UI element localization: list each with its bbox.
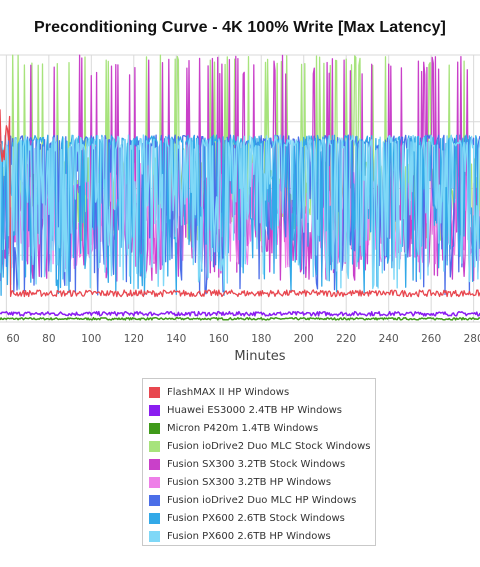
legend-swatch bbox=[149, 404, 160, 416]
legend-label: Fusion PX600 2.6TB Stock Windows bbox=[167, 512, 345, 524]
legend-swatch bbox=[149, 494, 160, 506]
x-tick-label: 200 bbox=[294, 333, 314, 345]
x-tick-label: 280 bbox=[464, 333, 480, 345]
series-line-micron-p420m bbox=[0, 316, 480, 321]
chart-title: Preconditioning Curve - 4K 100% Write [M… bbox=[33, 19, 446, 36]
x-tick-label: 100 bbox=[81, 333, 101, 345]
legend-swatch bbox=[149, 440, 160, 452]
series-line-flashmax-ii-hp bbox=[0, 109, 480, 298]
legend-label: Fusion ioDrive2 Duo MLC Stock Windows bbox=[167, 440, 371, 452]
legend-item[interactable]: Huawei ES3000 2.4TB HP Windows bbox=[149, 401, 342, 419]
x-tick-label: 240 bbox=[379, 333, 399, 345]
legend-label: FlashMAX II HP Windows bbox=[167, 386, 290, 398]
x-tick-label: 180 bbox=[251, 333, 271, 345]
legend-swatch bbox=[149, 512, 160, 524]
legend-item[interactable]: Fusion ioDrive2 Duo MLC HP Windows bbox=[149, 491, 356, 509]
series-line-huawei-es3000 bbox=[0, 310, 480, 317]
legend-label: Fusion PX600 2.6TB HP Windows bbox=[167, 530, 331, 542]
x-tick-label: 80 bbox=[42, 333, 55, 345]
x-axis-label: Minutes bbox=[234, 349, 286, 364]
legend-swatch bbox=[149, 422, 160, 434]
legend-swatch bbox=[149, 386, 160, 398]
series-line-fusion-px600-stock bbox=[0, 134, 480, 296]
legend-label: Fusion SX300 3.2TB Stock Windows bbox=[167, 458, 346, 470]
x-tick-label: 160 bbox=[209, 333, 229, 345]
legend-label: Fusion ioDrive2 Duo MLC HP Windows bbox=[167, 494, 357, 506]
legend-label: Huawei ES3000 2.4TB HP Windows bbox=[167, 404, 342, 416]
legend-swatch bbox=[149, 476, 160, 488]
legend-item[interactable]: Micron P420m 1.4TB Windows bbox=[149, 419, 318, 437]
legend-item[interactable]: Fusion PX600 2.6TB Stock Windows bbox=[149, 509, 345, 527]
x-tick-label: 140 bbox=[166, 333, 186, 345]
x-tick-label: 60 bbox=[6, 333, 19, 345]
legend-item[interactable]: Fusion PX600 2.6TB HP Windows bbox=[149, 527, 331, 545]
legend-label: Micron P420m 1.4TB Windows bbox=[167, 422, 319, 434]
legend-item[interactable]: Fusion SX300 3.2TB Stock Windows bbox=[149, 455, 345, 473]
legend-swatch bbox=[149, 530, 160, 542]
legend-item[interactable]: FlashMAX II HP Windows bbox=[149, 383, 289, 401]
legend: FlashMAX II HP Windows Huawei ES3000 2.4T… bbox=[142, 378, 376, 546]
legend-item[interactable]: Fusion ioDrive2 Duo MLC Stock Windows bbox=[149, 437, 370, 455]
x-tick-label: 220 bbox=[336, 333, 356, 345]
legend-swatch bbox=[149, 458, 160, 470]
x-tick-label: 120 bbox=[124, 333, 144, 345]
legend-item[interactable]: Fusion SX300 3.2TB HP Windows bbox=[149, 473, 331, 491]
legend-label: Fusion SX300 3.2TB HP Windows bbox=[167, 476, 332, 488]
series-line-fusion-px600-hp bbox=[0, 134, 480, 291]
x-tick-label: 260 bbox=[421, 333, 441, 345]
